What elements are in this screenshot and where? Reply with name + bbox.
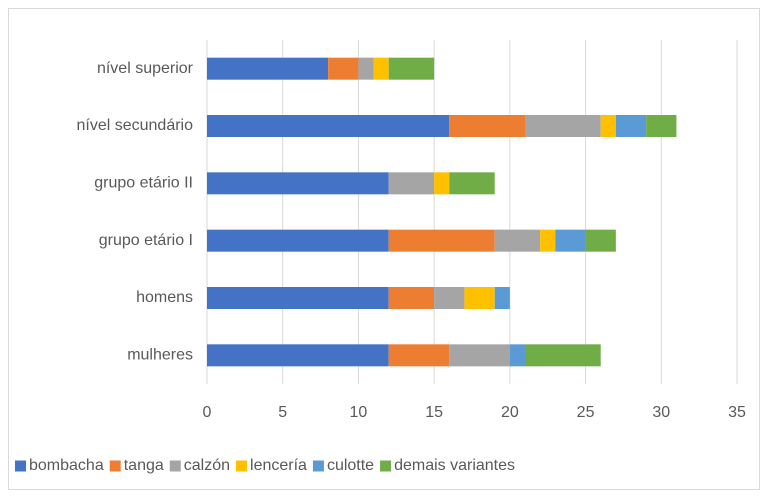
bar-segment <box>434 287 465 309</box>
bar-segment <box>615 115 647 137</box>
legend-label: bombacha <box>29 457 104 474</box>
bar-segment <box>207 344 389 367</box>
x-tick-label: 5 <box>278 404 287 421</box>
bar-segment <box>464 287 495 309</box>
x-tick-label: 35 <box>728 404 746 421</box>
legend-label: culotte <box>327 457 374 474</box>
bar-segment <box>509 344 525 367</box>
legend-swatch <box>380 460 392 472</box>
bar-segment <box>328 57 359 80</box>
legend-swatch <box>15 460 26 472</box>
bar-segment <box>207 229 389 252</box>
bar-segment <box>540 229 556 252</box>
legend-label: calzón <box>184 457 230 474</box>
bar-segment <box>646 115 677 137</box>
legend-swatch <box>109 460 121 472</box>
x-tick-label: 10 <box>350 404 368 421</box>
bar-segment <box>600 115 616 137</box>
bar-segment <box>449 172 495 195</box>
x-tick-label: 20 <box>501 404 519 421</box>
bar-segment <box>388 57 435 80</box>
bar-segment <box>525 115 601 137</box>
bar-segment <box>207 115 450 137</box>
y-tick-label: homens <box>136 289 193 306</box>
legend-swatch <box>312 460 324 472</box>
y-tick-label: nível secundário <box>76 117 193 134</box>
y-tick-label: nível superior <box>97 60 194 77</box>
bar-segment <box>388 229 495 252</box>
y-tick-label: grupo etário I <box>99 232 193 249</box>
bar-segment <box>525 344 601 367</box>
legend-label: demais variantes <box>394 457 515 474</box>
bar-segment <box>358 57 374 80</box>
x-tick-label: 25 <box>577 404 595 421</box>
bar-segment <box>449 115 525 137</box>
bar-segment <box>207 287 389 309</box>
bar-segment <box>373 57 389 80</box>
bar-segment <box>434 172 450 195</box>
bar-segment <box>585 229 616 252</box>
bar-segment <box>388 344 450 367</box>
legend-swatch <box>169 460 181 472</box>
y-tick-label: mulheres <box>127 347 193 364</box>
legend-swatch <box>236 460 248 472</box>
legend-label: lencería <box>250 457 307 474</box>
bar-segment <box>388 287 435 309</box>
bar-segment <box>207 172 389 195</box>
y-tick-label: grupo etário II <box>94 175 193 192</box>
legend-label: tanga <box>124 457 164 474</box>
bar-segment <box>207 57 329 80</box>
bar-segment <box>555 229 586 252</box>
bar-segment <box>449 344 510 367</box>
bar-segment <box>388 172 435 195</box>
x-tick-label: 0 <box>203 404 212 421</box>
x-tick-label: 15 <box>425 404 443 421</box>
bar-segment <box>494 229 541 252</box>
bar-segment <box>494 287 510 309</box>
x-tick-label: 30 <box>652 404 670 421</box>
